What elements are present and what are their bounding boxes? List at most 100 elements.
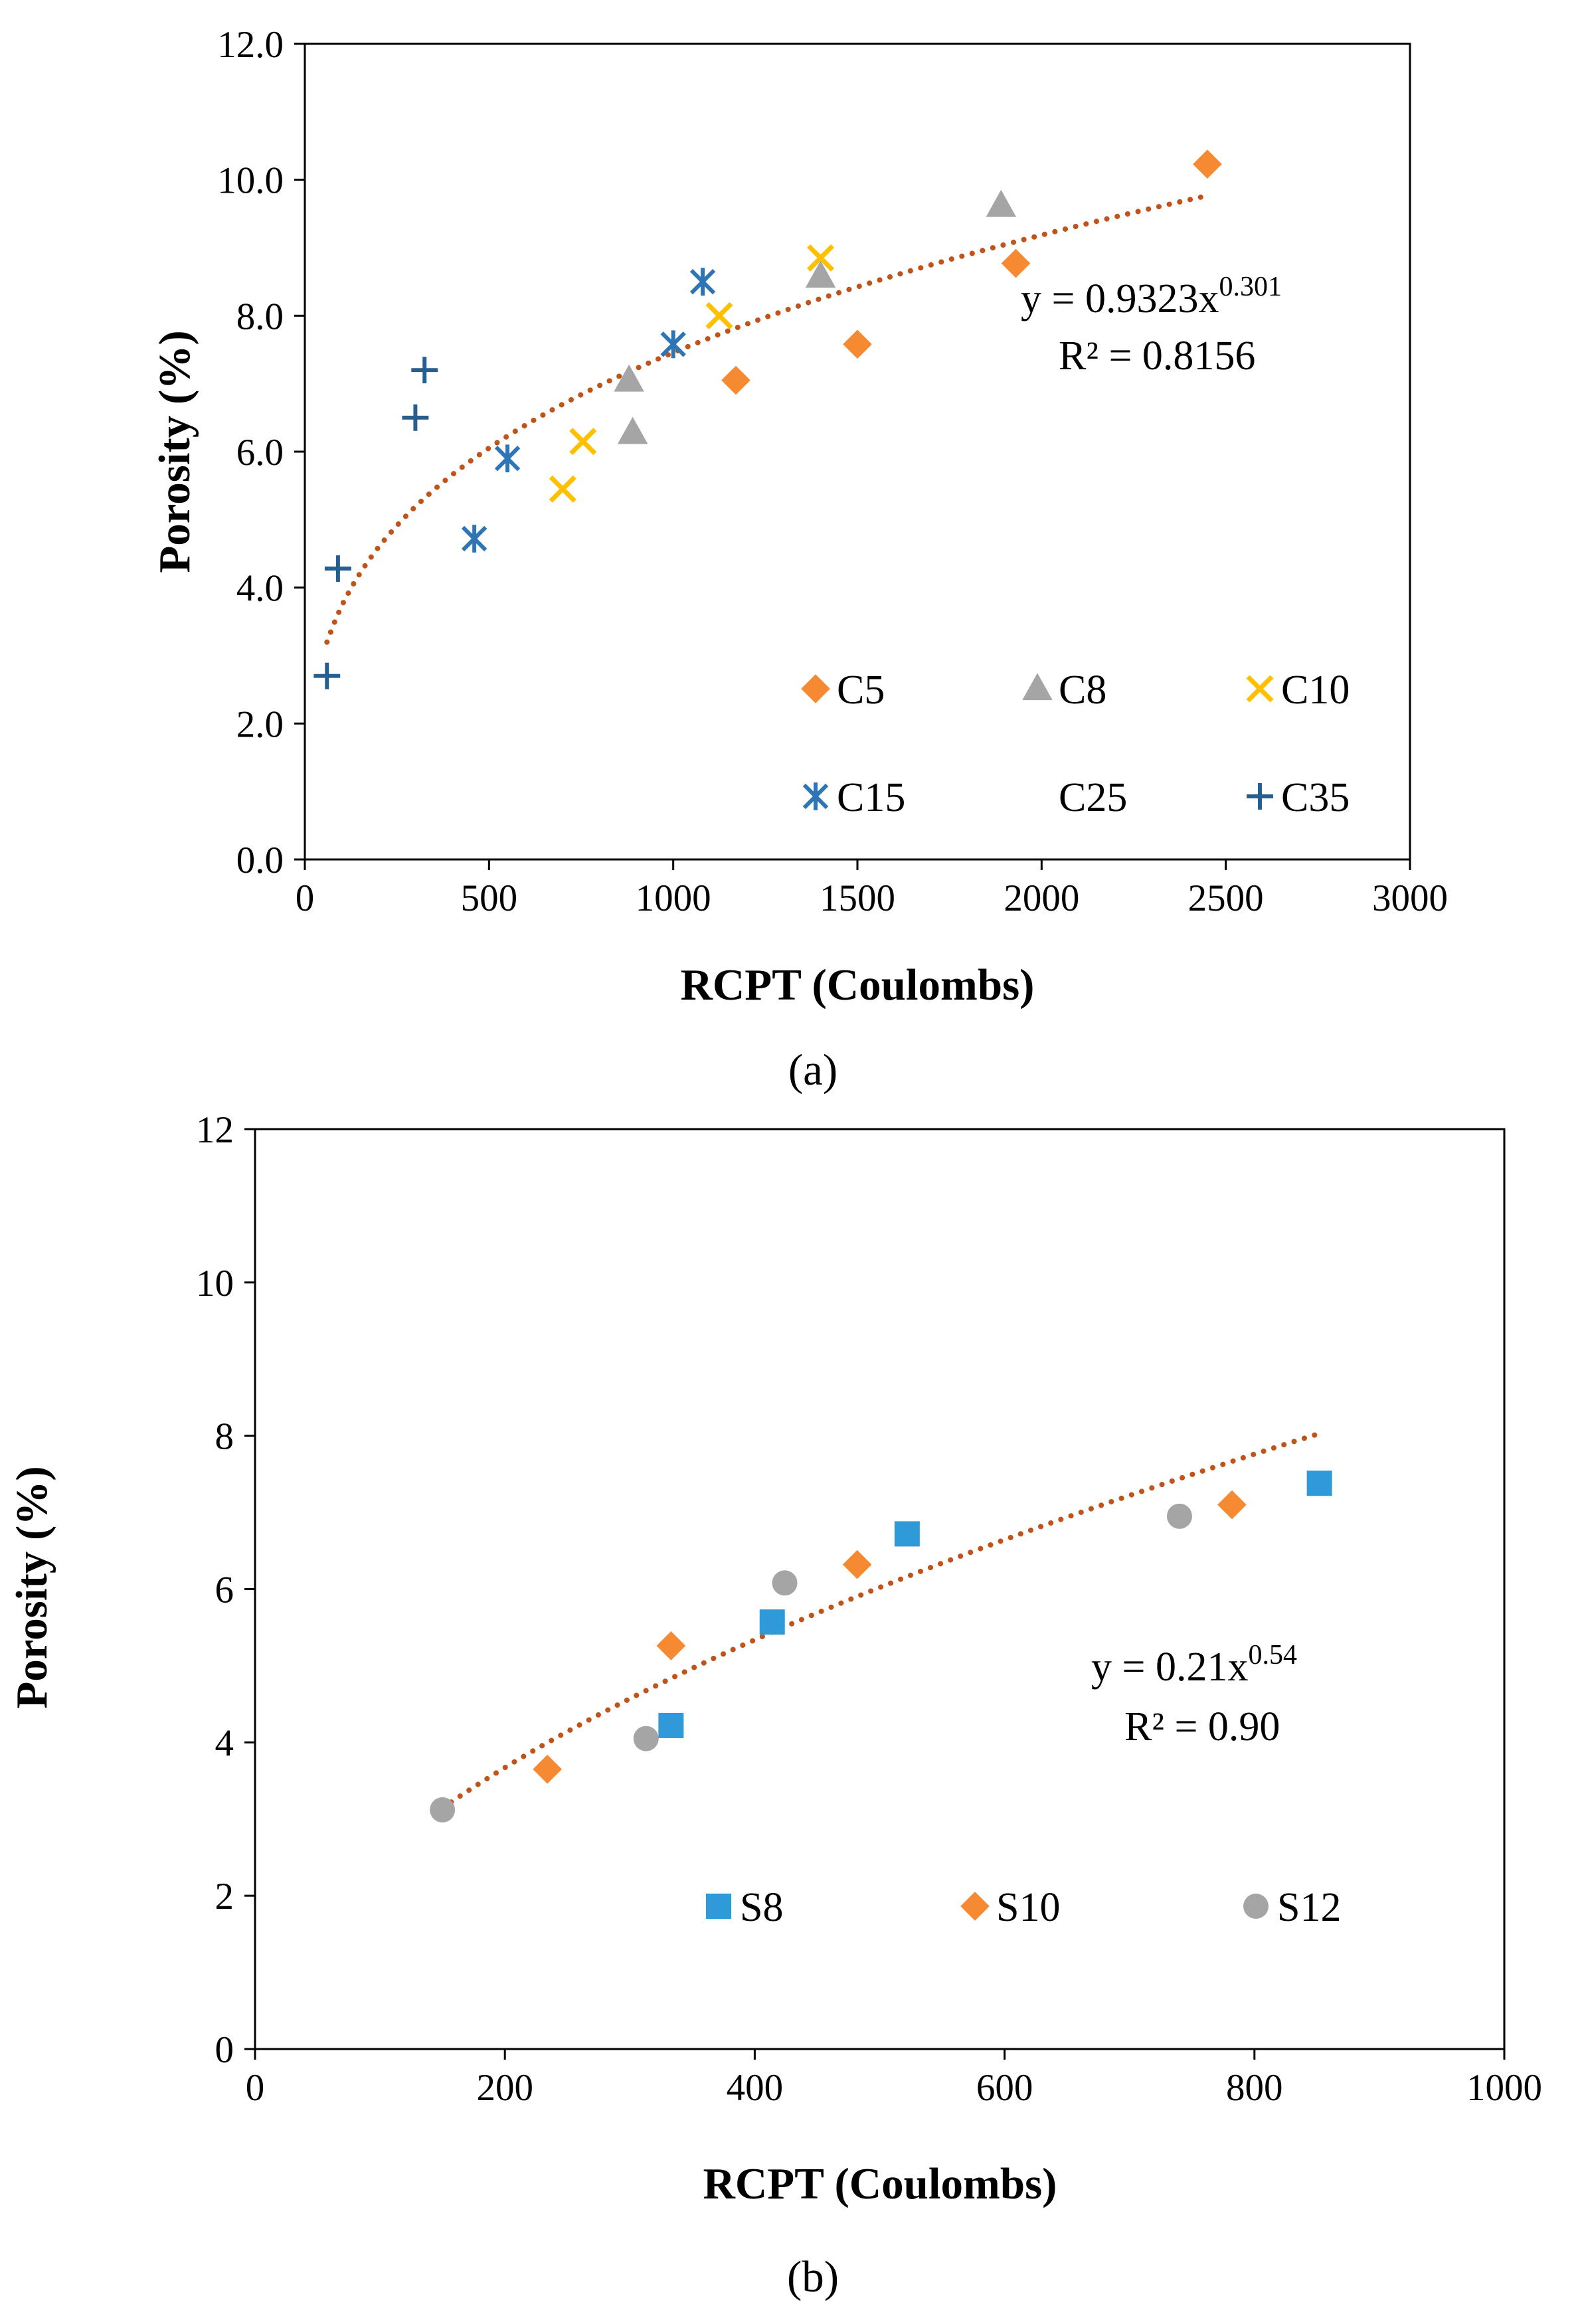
- legend-marker-c8: [1022, 673, 1053, 701]
- point-c10: [807, 244, 835, 272]
- legend-marker-s8: [706, 1894, 731, 1919]
- data-marks: [313, 149, 1222, 689]
- point-c5: [1001, 248, 1031, 278]
- point-s10: [1217, 1490, 1247, 1520]
- panel-caption: (b): [787, 2252, 839, 2301]
- y-tick-label: 2.0: [236, 703, 284, 745]
- point-s10: [656, 1631, 686, 1660]
- r-squared: R² = 0.90: [1124, 1704, 1280, 1749]
- r-squared: R² = 0.8156: [1059, 333, 1255, 379]
- legend-label-c35: C35: [1281, 775, 1350, 820]
- point-c8: [805, 260, 836, 288]
- point-s10: [533, 1754, 563, 1784]
- trendline-equation: y = 0.21x0.54: [1091, 1640, 1297, 1690]
- legend-label-c25: C25: [1059, 775, 1127, 820]
- x-tick-label: 2500: [1188, 877, 1264, 919]
- y-tick-label: 0: [215, 2029, 234, 2071]
- point-s12: [633, 1726, 659, 1751]
- legend-label-c8: C8: [1059, 668, 1106, 713]
- point-c10: [549, 475, 576, 503]
- point-s8: [894, 1521, 920, 1547]
- x-tick-label: 0: [296, 877, 315, 919]
- trendline-group: [440, 1431, 1322, 1811]
- x-axis-title: RCPT (Coulombs): [681, 960, 1035, 1010]
- legend-marker-c35: [1247, 783, 1273, 810]
- point-c35: [411, 357, 438, 384]
- chart-panel-a: 0 500 1000 1500 2000 2500 3000 0.0 2.0 4.0 6.0 8.0 1…: [150, 24, 1448, 1095]
- x-tick-label: 1000: [636, 877, 711, 919]
- trendline: [440, 1431, 1322, 1811]
- y-axis-title: Porosity (%): [150, 330, 199, 573]
- plot-frame: [304, 43, 1411, 861]
- y-tick-label: 10: [196, 1263, 234, 1304]
- point-c10: [569, 428, 597, 456]
- axis-ticks: 0 500 1000 1500 2000 2500 3000 0.0 2.0 4.0 6.0 8.0 1…: [217, 24, 1448, 919]
- point-c35: [313, 662, 341, 689]
- point-c10: [705, 302, 733, 329]
- point-s12: [772, 1570, 798, 1596]
- y-tick-label: 2: [215, 1876, 234, 1918]
- x-tick-label: 0: [246, 2067, 265, 2109]
- x-tick-label: 400: [727, 2067, 784, 2109]
- x-tick-label: 200: [476, 2067, 533, 2109]
- y-axis-title: Porosity (%): [7, 1466, 56, 1708]
- x-tick-label: 800: [1226, 2067, 1283, 2109]
- point-c15: [494, 444, 521, 473]
- x-tick-label: 2000: [1004, 877, 1079, 919]
- point-c15: [660, 330, 686, 359]
- legend-marker-c15: [802, 782, 829, 810]
- point-c35: [324, 555, 351, 582]
- point-c15: [461, 525, 487, 553]
- y-tick-label: 8.0: [236, 296, 284, 337]
- legend: S8 S10 S12: [706, 1885, 1341, 1930]
- trendline: [324, 193, 1210, 645]
- panel-caption: (a): [788, 1045, 837, 1095]
- trendline-equation: y = 0.9323x0.301: [1021, 272, 1282, 321]
- legend-marker-s10: [960, 1892, 990, 1921]
- y-tick-label: 8: [215, 1416, 234, 1458]
- y-tick-label: 12.0: [217, 24, 284, 66]
- axis-ticks: 0 200 400 600 800 1000 0 2 4 6 8 10 12: [196, 1109, 1542, 2109]
- point-c8: [614, 364, 644, 392]
- point-c8: [617, 416, 648, 444]
- x-tick-label: 500: [461, 877, 518, 919]
- point-c5: [843, 329, 872, 359]
- x-tick-label: 1000: [1466, 2067, 1542, 2109]
- point-s12: [1166, 1503, 1192, 1529]
- y-tick-label: 6.0: [236, 432, 284, 474]
- point-c15: [689, 268, 716, 296]
- x-axis-title: RCPT (Coulombs): [703, 2159, 1057, 2208]
- point-c35: [402, 404, 429, 431]
- legend-label-c5: C5: [837, 668, 885, 713]
- point-c5: [721, 365, 750, 395]
- legend: C5 C8 C10 C15 C25 C35: [801, 668, 1350, 820]
- legend-label-s8: S8: [740, 1885, 783, 1930]
- y-tick-label: 10.0: [217, 160, 284, 202]
- point-c5: [1193, 149, 1222, 179]
- point-s8: [1306, 1471, 1332, 1496]
- data-marks: [430, 1471, 1332, 1823]
- point-c8: [986, 189, 1017, 217]
- x-tick-label: 1500: [820, 877, 895, 919]
- legend-label-s12: S12: [1277, 1885, 1341, 1930]
- y-tick-label: 0.0: [236, 840, 284, 881]
- y-tick-label: 4.0: [236, 568, 284, 610]
- legend-label-c10: C10: [1281, 668, 1350, 713]
- y-tick-label: 12: [196, 1109, 234, 1151]
- point-s12: [430, 1797, 456, 1823]
- point-s10: [842, 1550, 872, 1579]
- x-tick-label: 600: [976, 2067, 1033, 2109]
- legend-marker-c5: [801, 674, 830, 703]
- y-tick-label: 6: [215, 1569, 234, 1611]
- trendline-group: [324, 193, 1210, 645]
- point-s8: [759, 1609, 785, 1635]
- legend-label-s10: S10: [996, 1885, 1060, 1930]
- point-s8: [658, 1712, 684, 1738]
- x-tick-label: 3000: [1372, 877, 1448, 919]
- legend-label-c15: C15: [837, 775, 905, 820]
- legend-marker-s12: [1243, 1894, 1269, 1919]
- y-tick-label: 4: [215, 1722, 234, 1764]
- legend-marker-c10: [1246, 675, 1274, 703]
